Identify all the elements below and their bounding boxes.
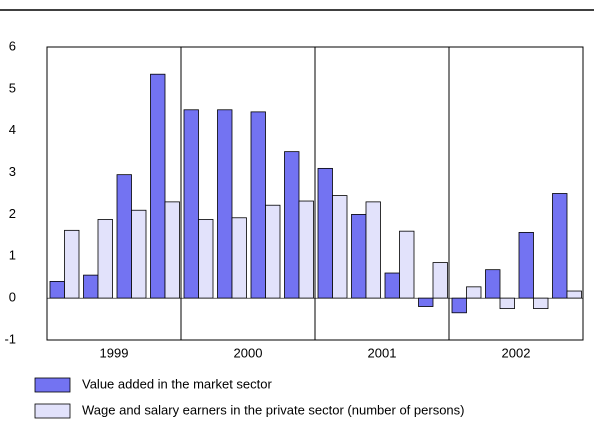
bar [451, 297, 467, 314]
bar [418, 297, 434, 307]
bar [518, 232, 534, 299]
y-tick-label: 4 [9, 122, 16, 137]
y-tick-label: 6 [9, 38, 16, 53]
legend-label: Wage and salary earners in the private s… [82, 402, 464, 417]
legend-swatch [34, 377, 71, 393]
bar [250, 111, 266, 299]
y-tick-label: 0 [9, 290, 16, 305]
legend-swatch [34, 403, 71, 419]
x-group-label: 2001 [368, 345, 397, 360]
bar [332, 195, 348, 299]
bar [284, 151, 300, 299]
bar [317, 167, 333, 299]
bar [131, 209, 147, 299]
bar [164, 201, 180, 299]
bar [384, 272, 400, 299]
bar [499, 297, 515, 310]
bar [298, 200, 314, 299]
x-group-label: 1999 [100, 345, 129, 360]
bar [231, 217, 247, 299]
x-group-label: 2002 [502, 345, 531, 360]
y-tick-label: 1 [9, 248, 16, 263]
bar [351, 214, 367, 299]
bar [183, 109, 199, 299]
bar [552, 193, 568, 299]
bar [217, 109, 233, 299]
bar [533, 297, 549, 310]
y-tick-label: 2 [9, 206, 16, 221]
bar [466, 286, 482, 299]
legend-label: Value added in the market sector [82, 376, 272, 391]
bar [485, 269, 501, 299]
bar [198, 219, 214, 299]
y-tick-label: -1 [4, 331, 16, 346]
bar [150, 73, 166, 299]
bar [566, 290, 582, 299]
x-group-label: 2000 [234, 345, 263, 360]
bar [399, 230, 415, 299]
bar [97, 219, 113, 299]
bar [116, 174, 132, 299]
bar [365, 201, 381, 299]
y-tick-label: 5 [9, 80, 16, 95]
bar [83, 274, 99, 299]
bar [49, 280, 65, 299]
y-tick-label: 3 [9, 164, 16, 179]
bar [265, 204, 281, 299]
bar [64, 229, 80, 299]
bar [432, 262, 448, 299]
